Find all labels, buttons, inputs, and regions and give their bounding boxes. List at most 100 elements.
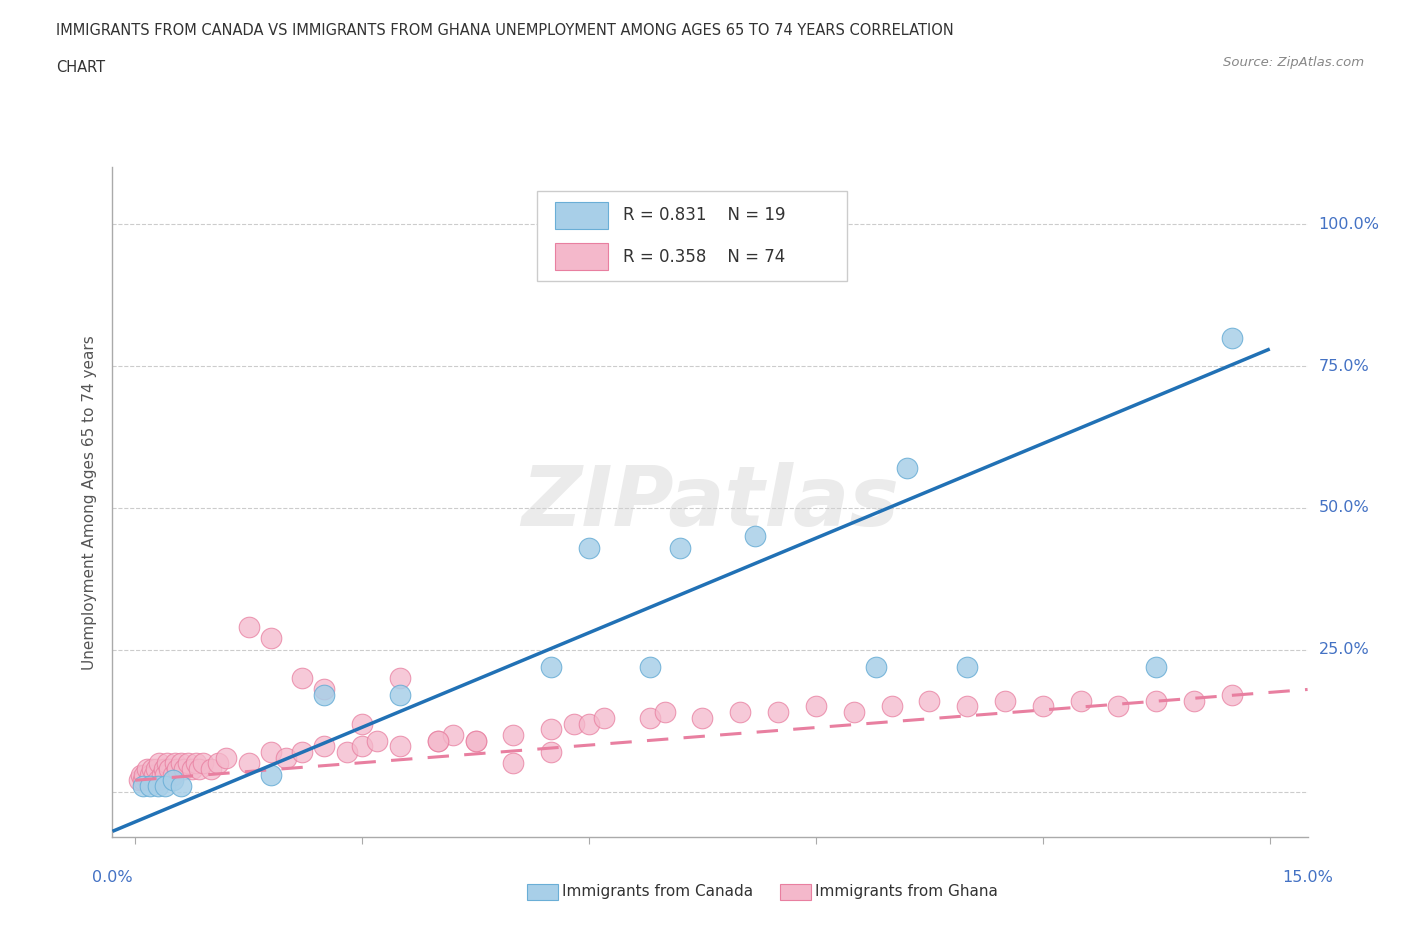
Point	[146, 778, 169, 793]
FancyBboxPatch shape	[537, 191, 848, 281]
Point	[366, 733, 388, 748]
Point	[238, 756, 260, 771]
Point	[162, 773, 184, 788]
Point	[314, 682, 336, 697]
Point	[132, 778, 155, 793]
Point	[169, 756, 191, 771]
Text: ZIPatlas: ZIPatlas	[522, 461, 898, 543]
Point	[426, 733, 449, 748]
Point	[260, 631, 283, 645]
Point	[1220, 687, 1243, 702]
Point	[128, 773, 150, 788]
Point	[148, 756, 170, 771]
Point	[276, 751, 298, 765]
Point	[215, 751, 238, 765]
Point	[153, 762, 176, 777]
Text: Source: ZipAtlas.com: Source: ZipAtlas.com	[1223, 56, 1364, 69]
Point	[896, 460, 918, 475]
Bar	[554, 202, 609, 229]
Point	[638, 711, 661, 725]
Point	[314, 687, 336, 702]
Text: CHART: CHART	[56, 60, 105, 75]
Point	[918, 694, 941, 709]
Point	[692, 711, 714, 725]
Point	[766, 705, 789, 720]
Point	[562, 716, 585, 731]
Point	[200, 762, 222, 777]
Text: 15.0%: 15.0%	[1282, 870, 1333, 884]
Point	[388, 671, 411, 685]
Point	[956, 659, 979, 674]
Point	[138, 773, 160, 788]
Point	[441, 727, 464, 742]
Point	[352, 738, 374, 753]
Point	[180, 762, 202, 777]
Point	[1144, 694, 1167, 709]
Point	[169, 778, 191, 793]
Point	[188, 762, 211, 777]
Point	[865, 659, 887, 674]
Point	[578, 716, 600, 731]
Point	[290, 671, 312, 685]
Point	[290, 744, 312, 759]
Point	[238, 619, 260, 634]
Point	[426, 733, 449, 748]
Point	[177, 756, 200, 771]
Point	[540, 722, 562, 737]
Point	[173, 762, 195, 777]
Point	[1144, 659, 1167, 674]
Point	[1220, 330, 1243, 345]
Point	[146, 773, 169, 788]
Point	[336, 744, 359, 759]
Point	[1182, 694, 1205, 709]
Text: Immigrants from Canada: Immigrants from Canada	[562, 884, 754, 899]
Point	[314, 738, 336, 753]
Point	[207, 756, 229, 771]
Text: 100.0%: 100.0%	[1319, 217, 1379, 232]
Point	[129, 767, 152, 782]
Point	[352, 716, 374, 731]
Point	[502, 727, 524, 742]
Point	[668, 540, 690, 555]
Point	[135, 762, 157, 777]
Point	[994, 694, 1017, 709]
Text: R = 0.358    N = 74: R = 0.358 N = 74	[623, 247, 785, 266]
Point	[155, 778, 177, 793]
Text: 75.0%: 75.0%	[1319, 358, 1369, 374]
Point	[193, 756, 215, 771]
Point	[842, 705, 865, 720]
Point	[143, 767, 166, 782]
Point	[260, 744, 283, 759]
Text: 50.0%: 50.0%	[1319, 500, 1369, 515]
Point	[744, 529, 766, 544]
Point	[162, 767, 184, 782]
Point	[638, 659, 661, 674]
Point	[139, 767, 162, 782]
Point	[134, 767, 156, 782]
Text: IMMIGRANTS FROM CANADA VS IMMIGRANTS FROM GHANA UNEMPLOYMENT AMONG AGES 65 TO 74: IMMIGRANTS FROM CANADA VS IMMIGRANTS FRO…	[56, 23, 955, 38]
Point	[730, 705, 752, 720]
Point	[1032, 699, 1054, 714]
Point	[654, 705, 676, 720]
Point	[464, 733, 486, 748]
Point	[163, 756, 186, 771]
Text: R = 0.831    N = 19: R = 0.831 N = 19	[623, 206, 786, 224]
Bar	[554, 244, 609, 271]
Text: Immigrants from Ghana: Immigrants from Ghana	[815, 884, 998, 899]
Point	[880, 699, 903, 714]
Point	[132, 773, 155, 788]
Point	[502, 756, 524, 771]
Point	[139, 778, 162, 793]
Point	[166, 762, 188, 777]
Point	[388, 687, 411, 702]
Point	[155, 767, 177, 782]
Point	[141, 762, 163, 777]
Point	[145, 762, 167, 777]
Point	[388, 738, 411, 753]
Point	[593, 711, 616, 725]
Point	[156, 756, 179, 771]
Point	[540, 659, 562, 674]
Point	[464, 733, 486, 748]
Point	[1108, 699, 1130, 714]
Point	[540, 744, 562, 759]
